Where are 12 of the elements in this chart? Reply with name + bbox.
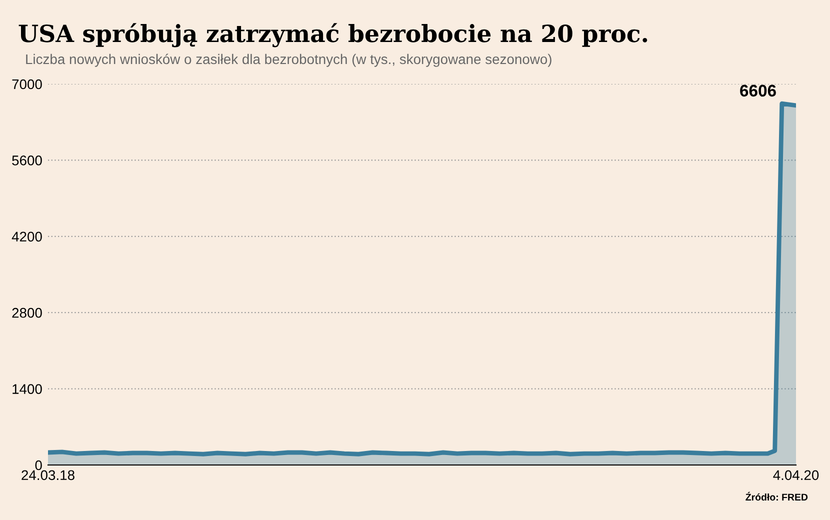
x-tick-label: 4.04.20 [773,470,819,480]
y-tick-label: 7000 [12,79,42,90]
y-tick-label: 5600 [12,156,42,166]
text: Źródło: FRED [746,492,808,501]
chart-title: USA spróbują zatrzymać bezrobocie na 20 proc. [18,23,648,48]
y-tick-label: 1400 [12,384,42,394]
x-tick-label: 24.03.18 [22,470,74,480]
chart-subtitle: Liczba nowych wniosków o zasiłek dla bezrobotnych (w tys., skorygowane sezonowo) [26,54,552,67]
annotation: 6606 [740,84,776,97]
y-tick-label: 0 [35,460,42,470]
y-tick-label: 4200 [12,232,42,242]
y-tick-label: 2800 [12,308,42,318]
